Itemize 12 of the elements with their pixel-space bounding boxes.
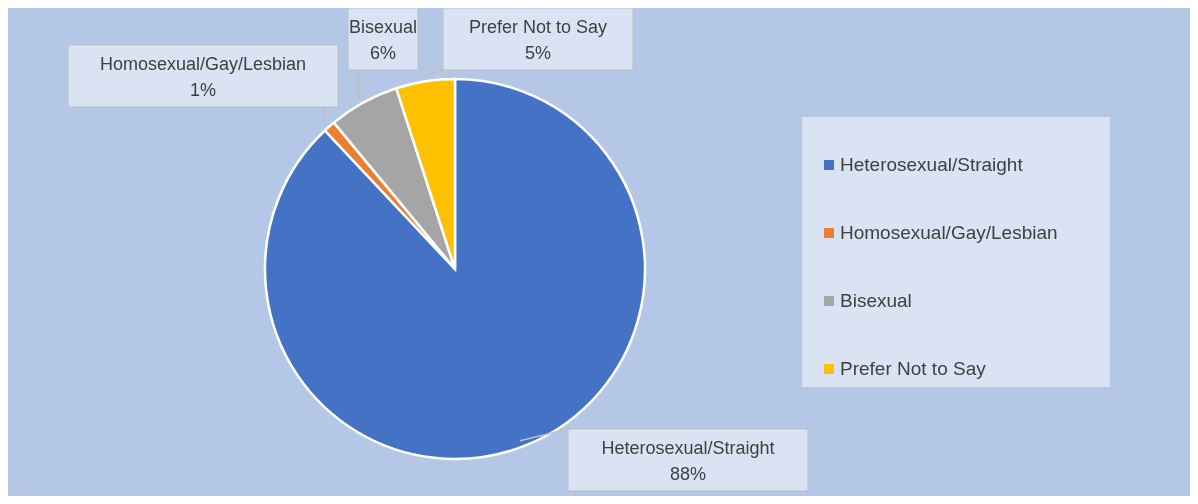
data-label: 6% (369, 43, 397, 63)
legend-label: Homosexual/Gay/Lesbian (840, 222, 1058, 244)
legend-label: Prefer Not to Say (840, 358, 986, 380)
legend-label: Bisexual (840, 290, 912, 312)
slice-label: Bisexual (348, 17, 418, 37)
slice-label: Prefer Not to Say (468, 17, 608, 37)
data-label: 88% (669, 464, 707, 484)
data-label: 1% (189, 80, 217, 100)
slice-label: Homosexual/Gay/Lesbian (99, 54, 307, 74)
data-label: 5% (524, 43, 552, 63)
legend-label: Heterosexual/Straight (840, 154, 1023, 176)
slice-label: Heterosexual/Straight (601, 438, 775, 458)
